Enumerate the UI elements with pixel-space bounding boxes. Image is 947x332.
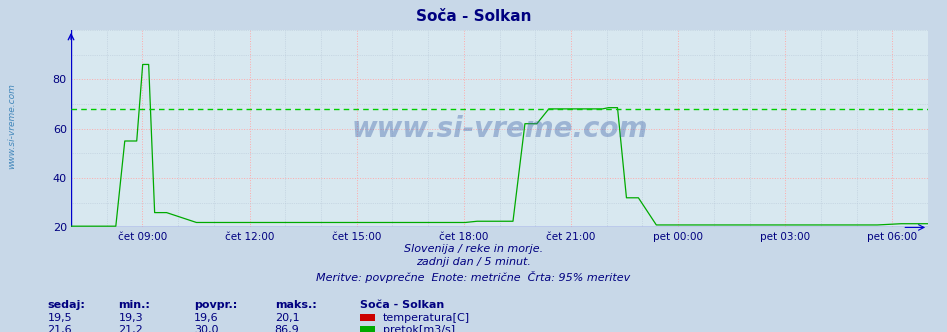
Text: Meritve: povprečne  Enote: metrične  Črta: 95% meritev: Meritve: povprečne Enote: metrične Črta:…: [316, 271, 631, 283]
Text: Soča - Solkan: Soča - Solkan: [360, 300, 444, 310]
Text: zadnji dan / 5 minut.: zadnji dan / 5 minut.: [416, 257, 531, 267]
Text: Soča - Solkan: Soča - Solkan: [416, 9, 531, 24]
Text: 20,1: 20,1: [275, 313, 299, 323]
Text: pretok[m3/s]: pretok[m3/s]: [383, 325, 455, 332]
Text: 19,6: 19,6: [194, 313, 219, 323]
Text: 21,6: 21,6: [47, 325, 72, 332]
Text: sedaj:: sedaj:: [47, 300, 85, 310]
Text: min.:: min.:: [118, 300, 151, 310]
Text: 21,2: 21,2: [118, 325, 143, 332]
Text: 19,5: 19,5: [47, 313, 72, 323]
Text: 86,9: 86,9: [275, 325, 299, 332]
Text: www.si-vreme.com: www.si-vreme.com: [7, 83, 16, 169]
Text: 30,0: 30,0: [194, 325, 219, 332]
Text: www.si-vreme.com: www.si-vreme.com: [351, 115, 648, 143]
Text: 19,3: 19,3: [118, 313, 143, 323]
Text: temperatura[C]: temperatura[C]: [383, 313, 470, 323]
Text: povpr.:: povpr.:: [194, 300, 238, 310]
Text: Slovenija / reke in morje.: Slovenija / reke in morje.: [404, 244, 543, 254]
Text: maks.:: maks.:: [275, 300, 316, 310]
